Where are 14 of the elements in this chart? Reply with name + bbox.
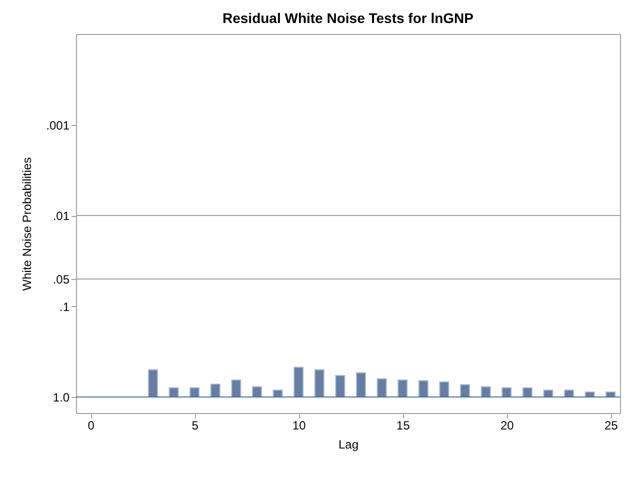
- y-tick-label: 1.0: [52, 390, 70, 405]
- x-tick-label: 0: [88, 418, 95, 432]
- chart-title: Residual White Noise Tests for lnGNP: [222, 10, 474, 26]
- x-tick-label: 10: [292, 418, 306, 432]
- y-tick-label: .001: [46, 118, 70, 132]
- y-tick-label: .05: [52, 272, 70, 286]
- x-axis-title: Lag: [338, 438, 359, 452]
- x-tick-label: 25: [604, 418, 618, 432]
- y-tick-label: .01: [52, 209, 70, 224]
- x-tick-label: 5: [192, 418, 199, 432]
- x-tick-label: 15: [396, 418, 410, 432]
- y-tick-label: .1: [59, 300, 70, 314]
- y-axis-title: White Noise Probabilities: [20, 157, 34, 291]
- x-tick-label: 20: [500, 418, 514, 432]
